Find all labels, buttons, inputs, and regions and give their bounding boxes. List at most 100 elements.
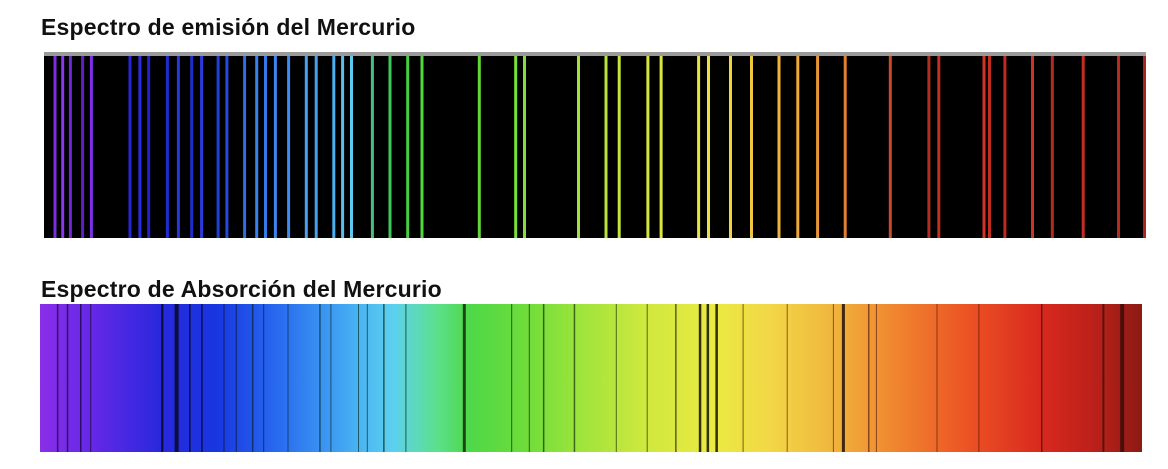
emission-line-43	[816, 56, 820, 238]
emission-line-6	[128, 56, 132, 238]
emission-line-42	[796, 56, 800, 238]
emission-line-24	[350, 56, 353, 238]
emission-line-44	[843, 56, 847, 238]
emission-line-46	[927, 56, 931, 238]
emission-line-19	[287, 56, 291, 238]
absorption-line-5	[161, 304, 164, 452]
emission-line-50	[1003, 56, 1007, 238]
emission-line-41	[777, 56, 781, 238]
emission-line-33	[604, 56, 608, 238]
absorption-line-4	[90, 304, 92, 452]
absorption-line-33	[832, 304, 834, 452]
emission-line-14	[225, 56, 229, 238]
absorption-line-35	[868, 304, 870, 452]
absorption-line-22	[528, 304, 530, 452]
emission-top-glow	[44, 52, 1146, 56]
emission-line-13	[216, 56, 220, 238]
emission-line-36	[659, 56, 663, 238]
absorption-line-3	[80, 304, 82, 452]
absorption-line-38	[978, 304, 980, 452]
absorption-spectrum-title: Espectro de Absorción del Mercurio	[41, 276, 442, 302]
emission-line-22	[332, 56, 336, 238]
emission-line-39	[729, 56, 732, 238]
emission-line-37	[697, 56, 701, 238]
absorption-line-9	[223, 304, 225, 452]
absorption-line-18	[383, 304, 385, 452]
absorption-line-17	[366, 304, 368, 452]
emission-line-48	[982, 56, 986, 238]
emission-line-54	[1117, 56, 1120, 238]
absorption-continuum	[40, 304, 1142, 452]
absorption-spectrum	[40, 304, 1142, 452]
emission-line-8	[147, 56, 151, 238]
absorption-line-31	[742, 304, 744, 452]
absorption-line-8	[201, 304, 203, 452]
emission-line-52	[1050, 56, 1054, 238]
emission-line-45	[888, 56, 892, 238]
absorption-line-25	[615, 304, 617, 452]
absorption-line-27	[675, 304, 677, 452]
emission-line-25	[370, 56, 374, 238]
emission-spectrum-title: Espectro de emisión del Mercurio	[41, 14, 416, 40]
emission-line-27	[406, 56, 410, 238]
absorption-line-40	[1102, 304, 1105, 452]
emission-line-47	[937, 56, 941, 238]
emission-spectrum	[44, 52, 1146, 238]
emission-line-49	[988, 56, 991, 238]
absorption-line-41	[1120, 304, 1125, 452]
emission-line-4	[81, 56, 85, 238]
absorption-line-10	[235, 304, 237, 452]
emission-line-55	[1143, 56, 1146, 238]
emission-line-9	[165, 56, 169, 238]
emission-line-23	[341, 56, 345, 238]
absorption-line-14	[319, 304, 321, 452]
emission-line-3	[68, 56, 72, 238]
absorption-line-23	[542, 304, 545, 452]
absorption-lines	[56, 304, 1125, 452]
absorption-line-7	[189, 304, 191, 452]
emission-line-21	[314, 56, 318, 238]
absorption-line-34	[841, 304, 845, 452]
emission-line-18	[273, 56, 277, 238]
emission-line-2	[61, 56, 65, 238]
emission-line-16	[255, 56, 259, 238]
absorption-line-16	[358, 304, 359, 452]
emission-line-28	[420, 56, 424, 238]
absorption-line-28	[698, 304, 702, 452]
absorption-line-20	[462, 304, 466, 452]
emission-line-7	[138, 56, 142, 238]
absorption-line-19	[405, 304, 407, 452]
absorption-line-37	[936, 304, 938, 452]
emission-line-53	[1081, 56, 1085, 238]
emission-spectrum-background	[44, 52, 1146, 238]
absorption-line-30	[715, 304, 718, 452]
emission-line-40	[750, 56, 753, 238]
absorption-line-12	[263, 304, 265, 452]
emission-line-29	[477, 56, 481, 238]
emission-line-10	[176, 56, 180, 238]
emission-line-51	[1031, 56, 1034, 238]
absorption-line-21	[511, 304, 513, 452]
emission-line-30	[514, 56, 518, 238]
emission-line-31	[523, 56, 526, 238]
absorption-line-24	[573, 304, 576, 452]
absorption-line-1	[56, 304, 59, 452]
emission-line-20	[304, 56, 308, 238]
absorption-line-15	[330, 304, 332, 452]
emission-line-32	[577, 56, 580, 238]
emission-line-26	[388, 56, 392, 238]
emission-line-12	[200, 56, 204, 238]
emission-line-11	[190, 56, 194, 238]
absorption-line-13	[287, 304, 289, 452]
emission-line-35	[646, 56, 650, 238]
absorption-line-2	[66, 304, 69, 452]
absorption-line-32	[786, 304, 788, 452]
emission-line-15	[243, 56, 247, 238]
emission-line-17	[264, 56, 267, 238]
absorption-line-36	[875, 304, 877, 452]
emission-line-34	[617, 56, 621, 238]
absorption-line-11	[251, 304, 254, 452]
emission-line-5	[89, 56, 93, 238]
absorption-line-39	[1041, 304, 1043, 452]
emission-lines	[53, 56, 1146, 238]
